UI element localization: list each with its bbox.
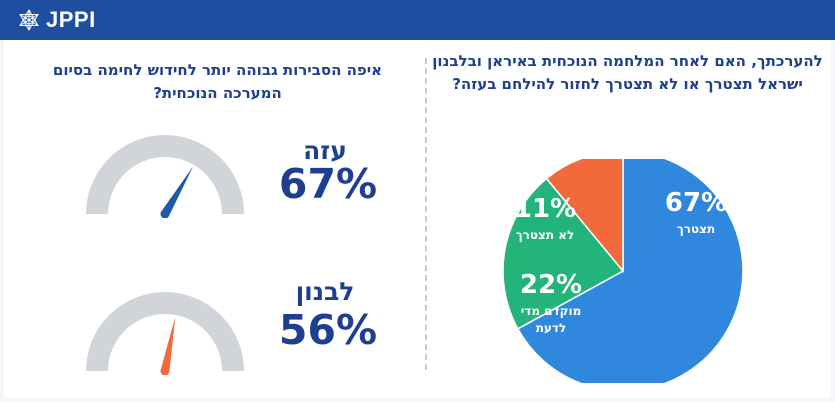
gauge-label-gaza: עזה — [303, 136, 347, 165]
star-of-david-icon — [19, 9, 39, 31]
gauge-question: איפה הסבירות גבוהה יותר לחידוש לחימה בסי… — [52, 61, 383, 102]
gauge-needle — [160, 316, 176, 372]
pie-value-label: 67% — [665, 188, 727, 218]
pie-chart: 67% תצטרך 22% מוקדם מדי לדעת 11% לא תצטרך — [502, 159, 744, 383]
pie-slice — [516, 159, 744, 383]
gauge-value-gaza: 67% — [278, 160, 378, 208]
gauge-value-lebanon: 56% — [278, 306, 378, 354]
pie-category-label: לדעת — [536, 321, 567, 335]
gauge-gaza — [86, 135, 244, 218]
gauge-track — [86, 135, 244, 215]
header-bar: JPPI — [0, 0, 835, 40]
pie-category-label: מוקדם מדי — [521, 304, 582, 318]
pie-value-label: 22% — [520, 270, 582, 300]
pie-category-label: תצטרך — [677, 222, 715, 236]
pie-value-label: 11% — [514, 194, 576, 224]
gauge-label-lebanon: לבנון — [295, 277, 355, 306]
jppi-logo[interactable]: JPPI — [18, 4, 96, 36]
section-divider — [425, 58, 427, 370]
pie-category-label: לא תצטרך — [516, 228, 575, 242]
gauge-needle — [161, 166, 193, 217]
pie-slice — [545, 159, 624, 274]
gauge-hub — [160, 209, 170, 218]
pie-slice — [502, 177, 625, 330]
pie-question: להערכתך, האם לאחר המלחמה הנוכחית באיראן … — [432, 52, 823, 93]
gauge-hub — [160, 366, 170, 375]
gauge-track — [86, 292, 244, 372]
gauge-lebanon — [86, 292, 244, 375]
logo-text: JPPI — [46, 7, 96, 32]
